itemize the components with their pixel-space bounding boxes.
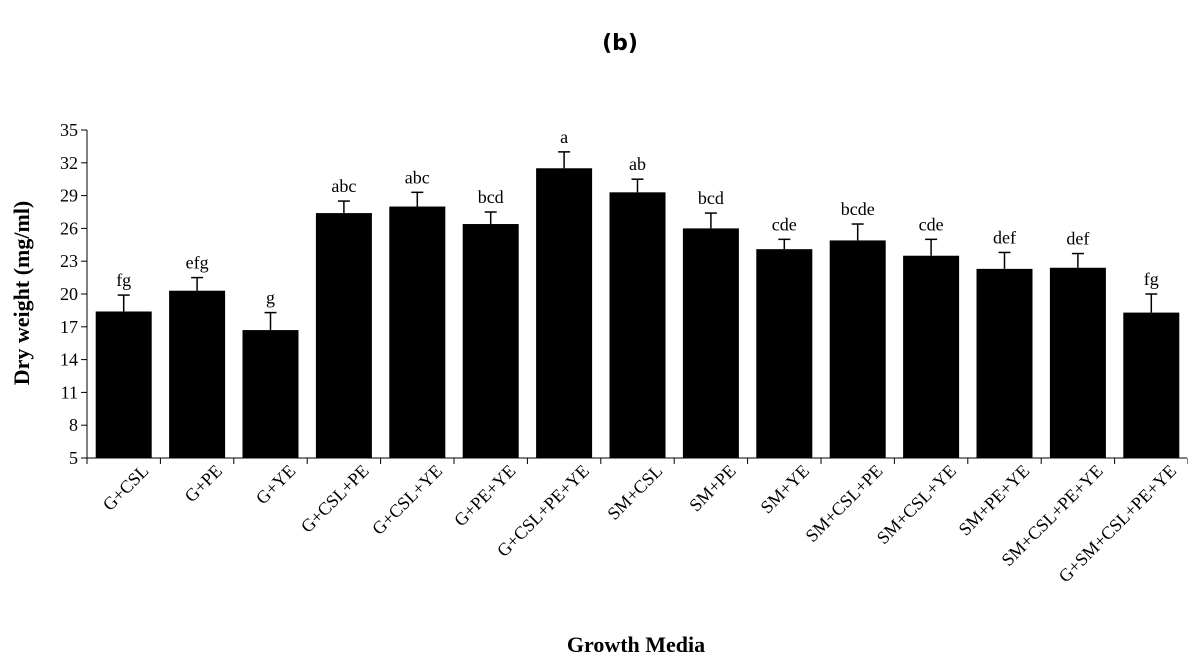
y-axis-title: Dry weight (mg/ml) bbox=[9, 201, 34, 386]
x-category-label: SM+CSL bbox=[603, 461, 666, 524]
significance-label: bcd bbox=[478, 187, 504, 207]
significance-label: abc bbox=[331, 176, 356, 196]
significance-label: fg bbox=[1144, 269, 1159, 289]
y-tick-label: 8 bbox=[69, 415, 78, 435]
panel-label: (b) bbox=[602, 31, 638, 56]
x-category-label: SM+PE bbox=[685, 461, 740, 516]
x-axis-title: Growth Media bbox=[567, 632, 705, 657]
bar bbox=[242, 330, 299, 458]
bar bbox=[389, 206, 446, 458]
significance-label: def bbox=[1066, 229, 1089, 249]
significance-label: bcde bbox=[841, 199, 875, 219]
x-category-label: G+PE bbox=[181, 461, 226, 506]
y-tick-label: 5 bbox=[69, 448, 78, 468]
x-category-label: SM+CSL+YE bbox=[873, 461, 960, 548]
x-category-label: G+CSL+YE bbox=[368, 461, 446, 539]
x-category-label: G+CSL+PE bbox=[297, 461, 373, 537]
bar bbox=[1123, 312, 1180, 458]
bar bbox=[829, 240, 886, 458]
bar bbox=[315, 213, 372, 458]
y-tick-label: 32 bbox=[60, 153, 78, 173]
bar bbox=[756, 249, 813, 458]
significance-label: g bbox=[266, 288, 275, 308]
significance-label: abc bbox=[405, 167, 430, 187]
significance-label: fg bbox=[116, 270, 131, 290]
y-tick-label: 14 bbox=[60, 350, 78, 370]
bar bbox=[169, 290, 226, 458]
significance-label: cde bbox=[772, 214, 797, 234]
y-tick-label: 11 bbox=[61, 382, 78, 402]
significance-label: cde bbox=[919, 214, 944, 234]
y-tick-label: 35 bbox=[60, 120, 78, 140]
significance-label: efg bbox=[186, 253, 209, 273]
x-category-label: SM+YE bbox=[756, 461, 813, 518]
bar bbox=[462, 224, 519, 458]
bar bbox=[1049, 267, 1106, 458]
y-tick-label: 17 bbox=[60, 317, 78, 337]
bar bbox=[609, 192, 666, 458]
x-category-label: G+CSL bbox=[99, 461, 153, 515]
bar bbox=[536, 168, 593, 458]
bar bbox=[682, 228, 739, 458]
plot-area: 5 8 11 14 17 20 23 26 29 32 35 fg G+CSL efg G+PE g G+YE a… bbox=[60, 120, 1188, 586]
x-category-label: SM+PE+YE bbox=[955, 461, 1034, 540]
x-category-label: G+PE+YE bbox=[450, 461, 520, 531]
x-category-label: G+YE bbox=[252, 461, 299, 508]
significance-label: def bbox=[993, 227, 1016, 247]
bar bbox=[95, 311, 152, 458]
y-tick-label: 20 bbox=[60, 284, 78, 304]
significance-label: ab bbox=[629, 154, 646, 174]
significance-label: a bbox=[560, 127, 568, 147]
y-tick-label: 29 bbox=[60, 186, 78, 206]
bar bbox=[903, 255, 960, 458]
y-tick-label: 26 bbox=[60, 218, 78, 238]
y-tick-label: 23 bbox=[60, 251, 78, 271]
significance-label: bcd bbox=[698, 188, 724, 208]
bar bbox=[976, 268, 1033, 458]
